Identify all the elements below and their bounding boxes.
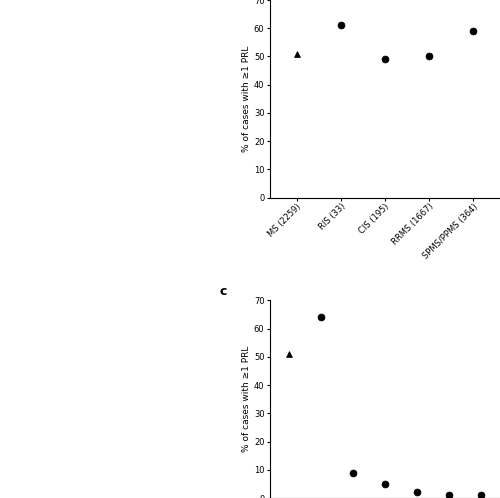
Text: c: c [220,284,227,298]
Text: a: a [8,7,16,20]
Text: 2D SWI
unwrapped filtered phase
0.45x0.45x1 mm voxel: 2D SWI unwrapped filtered phase 0.45x0.4… [146,10,236,31]
Text: 3D seg-T2*w EPI
unwrapped filtered phase
0.55 mm isotropic voxel: 3D seg-T2*w EPI unwrapped filtered phase… [146,259,236,280]
Y-axis label: % of cases with ≥1 PRL: % of cases with ≥1 PRL [242,346,251,452]
Text: 3D T2-FLAIR
1 mm isotropic voxel: 3D T2-FLAIR 1 mm isotropic voxel [11,10,84,23]
Text: 3D seg-T2*w EPI
magnitude
0.55 mm isotropic voxel: 3D seg-T2*w EPI magnitude 0.55 mm isotro… [11,259,94,280]
Y-axis label: % of cases with ≥1 PRL: % of cases with ≥1 PRL [242,46,251,152]
